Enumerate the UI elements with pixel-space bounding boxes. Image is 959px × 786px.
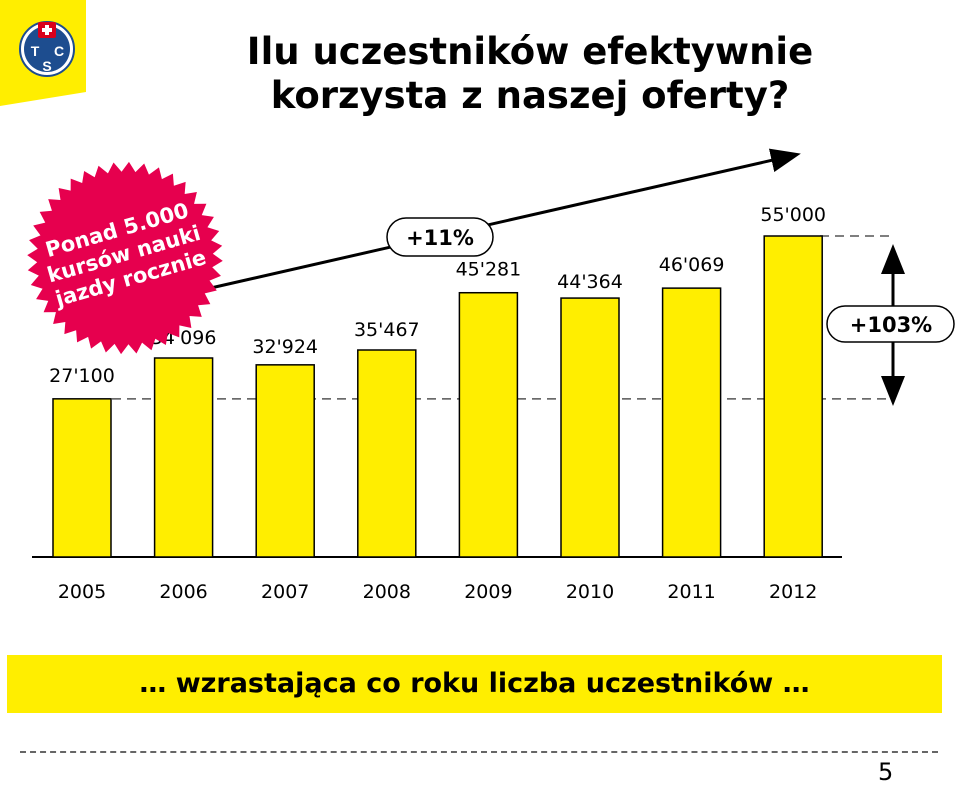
bar-2011 (661, 287, 722, 558)
x-tick-label: 2010 (566, 581, 614, 603)
footer-divider (20, 751, 938, 753)
logo-letter-c: C (54, 43, 64, 59)
bar-value-label: 45'281 (456, 259, 522, 281)
growth-mid-label: +11% (406, 226, 474, 250)
bar-value-label: 35'467 (354, 319, 420, 341)
bar-2008 (357, 349, 417, 558)
bar-value-label: 55'000 (760, 204, 826, 226)
conclusion-banner: … wzrastająca co roku liczba uczestników… (7, 655, 942, 713)
bar-2005 (52, 398, 112, 558)
bar-value-label: 32'924 (252, 336, 318, 358)
badge-starburst: Ponad 5.000 kursów nauki jazdy rocznie (27, 161, 223, 355)
page-number: 5 (878, 758, 894, 786)
bar-value-label: 44'364 (557, 271, 623, 293)
growth-total-label: +103% (850, 313, 932, 337)
bar-2010 (560, 297, 620, 558)
bar-value-label: 46'069 (659, 254, 725, 276)
growth-mid-callout: +11% (386, 217, 494, 257)
logo-letter-t: T (31, 43, 40, 59)
page-title-line1: Ilu uczestników efektywnie (246, 30, 814, 73)
logo-letter-s: S (42, 58, 51, 74)
x-tick-label: 2008 (363, 581, 411, 603)
x-tick-label: 2012 (769, 581, 817, 603)
bar-2012 (763, 235, 823, 558)
page-title: Ilu uczestników efektywnie korzysta z na… (150, 30, 910, 118)
bar-2009 (458, 291, 519, 558)
growth-total-callout: +103% (826, 244, 955, 406)
x-tick-label: 2007 (261, 581, 309, 603)
bar-chart: 27'100200534'096200632'924200735'4672008… (27, 148, 955, 603)
bar-2007 (255, 364, 315, 558)
x-tick-label: 2005 (58, 581, 106, 603)
page-title-line2: korzysta z naszej oferty? (270, 74, 790, 117)
x-tick-label: 2011 (667, 581, 715, 603)
tcs-logo: T C S (0, 0, 86, 106)
bar-value-label: 27'100 (49, 365, 115, 387)
x-tick-label: 2006 (159, 581, 207, 603)
x-tick-label: 2009 (464, 581, 512, 603)
bar-2006 (153, 357, 214, 558)
